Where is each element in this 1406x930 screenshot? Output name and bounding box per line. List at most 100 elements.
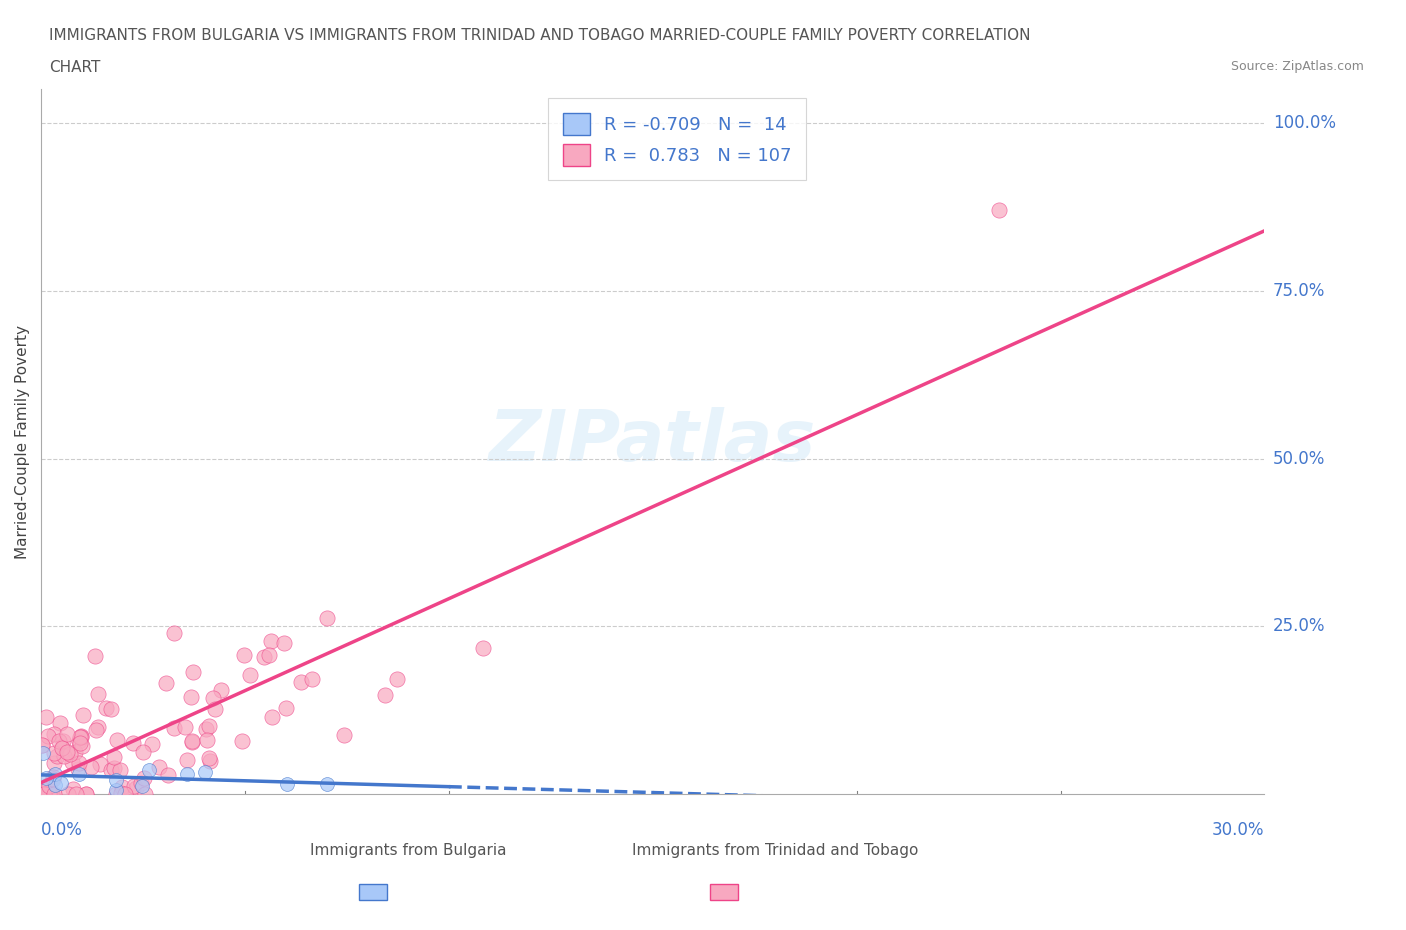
Point bbox=[155, 675, 177, 690]
Point bbox=[44, 766, 66, 781]
Point bbox=[49, 775, 72, 790]
Point bbox=[104, 787, 127, 802]
Point bbox=[42, 772, 65, 787]
Point bbox=[38, 787, 60, 802]
Point bbox=[69, 736, 91, 751]
Point bbox=[51, 740, 73, 755]
Point bbox=[44, 755, 66, 770]
Point bbox=[138, 763, 160, 777]
Point bbox=[56, 787, 79, 802]
Point bbox=[131, 779, 153, 794]
Point bbox=[316, 610, 339, 625]
Point bbox=[42, 745, 65, 760]
Point bbox=[67, 761, 90, 776]
Point bbox=[32, 787, 55, 802]
Point bbox=[100, 763, 122, 777]
Point bbox=[472, 641, 495, 656]
Text: 50.0%: 50.0% bbox=[1272, 449, 1324, 468]
Point bbox=[38, 778, 60, 793]
Point bbox=[75, 787, 97, 802]
Point bbox=[104, 783, 127, 798]
Point bbox=[87, 720, 110, 735]
Point bbox=[239, 668, 262, 683]
Point bbox=[59, 747, 82, 762]
Point bbox=[75, 787, 97, 802]
Point bbox=[100, 701, 122, 716]
Text: Immigrants from Trinidad and Tobago: Immigrants from Trinidad and Tobago bbox=[631, 844, 918, 858]
Point bbox=[103, 749, 125, 764]
Point bbox=[260, 710, 283, 724]
Point bbox=[260, 633, 283, 648]
Point bbox=[89, 756, 111, 771]
Point bbox=[52, 749, 75, 764]
Point bbox=[62, 782, 84, 797]
Point bbox=[34, 787, 56, 802]
Text: Source: ZipAtlas.com: Source: ZipAtlas.com bbox=[1230, 60, 1364, 73]
Point bbox=[202, 691, 225, 706]
Point bbox=[84, 723, 107, 737]
Point bbox=[72, 708, 94, 723]
Text: 30.0%: 30.0% bbox=[1212, 821, 1264, 839]
Point bbox=[70, 738, 93, 753]
Point bbox=[80, 760, 103, 775]
Point bbox=[96, 701, 118, 716]
Point bbox=[42, 769, 65, 784]
Point bbox=[163, 720, 186, 735]
Point bbox=[333, 727, 356, 742]
Point bbox=[39, 787, 62, 802]
Point bbox=[60, 754, 83, 769]
Point bbox=[31, 745, 53, 760]
Point bbox=[173, 720, 195, 735]
Point bbox=[111, 779, 134, 794]
Point bbox=[105, 773, 128, 788]
Point bbox=[67, 734, 90, 749]
Point bbox=[134, 787, 156, 802]
Point bbox=[198, 719, 221, 734]
Point bbox=[252, 650, 274, 665]
Point bbox=[176, 766, 198, 781]
Point bbox=[42, 787, 65, 802]
Point bbox=[37, 728, 59, 743]
Point bbox=[87, 686, 110, 701]
Text: 100.0%: 100.0% bbox=[1272, 114, 1336, 132]
Point bbox=[70, 730, 93, 745]
Point bbox=[35, 787, 58, 802]
Point bbox=[51, 740, 73, 755]
Y-axis label: Married-Couple Family Poverty: Married-Couple Family Poverty bbox=[15, 325, 30, 559]
Point bbox=[114, 787, 136, 802]
Point bbox=[232, 647, 254, 662]
Text: IMMIGRANTS FROM BULGARIA VS IMMIGRANTS FROM TRINIDAD AND TOBAGO MARRIED-COUPLE F: IMMIGRANTS FROM BULGARIA VS IMMIGRANTS F… bbox=[49, 28, 1031, 43]
Point bbox=[315, 777, 337, 791]
Text: 0.0%: 0.0% bbox=[41, 821, 83, 839]
Point bbox=[374, 687, 396, 702]
Point bbox=[194, 764, 217, 779]
Point bbox=[37, 778, 59, 793]
Point bbox=[148, 760, 170, 775]
Point bbox=[70, 729, 93, 744]
Point bbox=[52, 734, 75, 749]
Point bbox=[290, 674, 312, 689]
Point bbox=[31, 737, 53, 752]
Point bbox=[163, 625, 186, 640]
Point bbox=[31, 737, 53, 752]
Point bbox=[276, 777, 298, 791]
Point bbox=[108, 763, 131, 777]
Point bbox=[129, 776, 152, 790]
Point bbox=[38, 785, 60, 800]
Point bbox=[105, 733, 128, 748]
Point bbox=[181, 735, 204, 750]
Point bbox=[198, 751, 221, 765]
Point bbox=[180, 734, 202, 749]
Point bbox=[44, 777, 66, 792]
Point bbox=[49, 716, 72, 731]
Point bbox=[67, 756, 90, 771]
Point bbox=[55, 727, 77, 742]
Point bbox=[103, 761, 125, 776]
Point bbox=[988, 203, 1011, 218]
Point bbox=[231, 733, 253, 748]
Point bbox=[34, 787, 56, 802]
Point bbox=[122, 778, 145, 793]
Point bbox=[134, 770, 156, 785]
Text: Immigrants from Bulgaria: Immigrants from Bulgaria bbox=[309, 844, 506, 858]
Point bbox=[176, 752, 198, 767]
